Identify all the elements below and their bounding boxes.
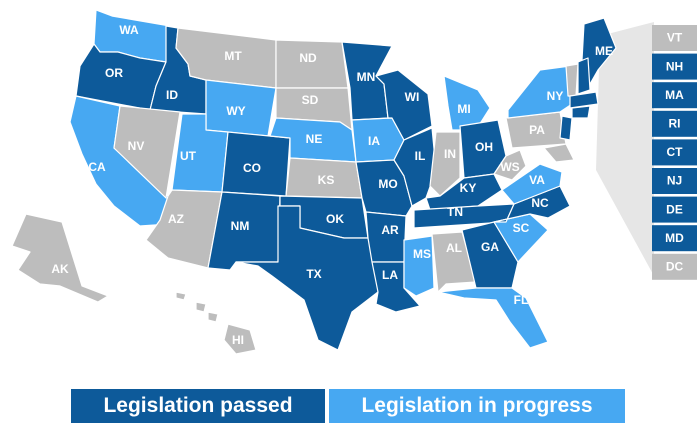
- state-label-ca: CA: [88, 160, 106, 174]
- state-label-va: VA: [529, 173, 545, 187]
- state-label-mo: MO: [378, 177, 397, 191]
- state-fl: [437, 287, 549, 349]
- state-label-nc: NC: [531, 196, 549, 210]
- northeast-box-label-nh: NH: [666, 59, 683, 73]
- hawaii-island-2: [195, 301, 207, 313]
- state-nc: [493, 185, 571, 223]
- state-label-id: ID: [166, 88, 178, 102]
- state-label-ok: OK: [326, 212, 344, 226]
- state-label-wi: WI: [405, 90, 420, 104]
- state-label-mt: MT: [224, 49, 242, 63]
- northeast-box-label-de: DE: [666, 202, 683, 216]
- state-label-ne: NE: [306, 132, 323, 146]
- state-label-ky: KY: [460, 181, 477, 195]
- state-label-co: CO: [243, 161, 261, 175]
- state-label-fl: FL: [514, 293, 529, 307]
- state-label-az: AZ: [168, 212, 184, 226]
- state-label-ar: AR: [381, 223, 399, 237]
- state-label-ga: GA: [481, 240, 499, 254]
- northeast-box-nj: [652, 168, 697, 194]
- state-label-pa: PA: [529, 123, 545, 137]
- northeast-small-state-ma: [569, 91, 599, 109]
- state-label-or: OR: [105, 66, 123, 80]
- state-label-il: IL: [415, 149, 426, 163]
- state-in: [429, 131, 461, 197]
- state-label-in: IN: [444, 147, 456, 161]
- northeast-box-label-dc: DC: [666, 259, 684, 273]
- state-label-tn: TN: [447, 205, 463, 219]
- northeast-box-dc: [652, 253, 697, 280]
- state-label-ny: NY: [547, 89, 564, 103]
- state-hi: [223, 323, 257, 355]
- state-label-sc: SC: [513, 221, 530, 235]
- northeast-box-label-vt: VT: [667, 31, 683, 45]
- state-il: [393, 127, 437, 207]
- northeast-box-md: [652, 225, 697, 252]
- northeast-box-ct: [652, 139, 697, 166]
- state-label-mi: MI: [457, 102, 470, 116]
- northeast-box-vt: [652, 25, 697, 51]
- northeast-box-nh: [652, 53, 697, 80]
- northeast-small-state-ct: [571, 105, 591, 119]
- state-label-hi: HI: [232, 333, 244, 347]
- state-label-la: LA: [382, 268, 398, 282]
- northeast-box-ma: [652, 82, 697, 109]
- state-label-ut: UT: [180, 149, 197, 163]
- state-ga: [461, 221, 519, 289]
- state-label-ms: MS: [413, 247, 431, 261]
- state-ms: [403, 235, 435, 297]
- northeast-small-state-md: [543, 143, 575, 163]
- northeast-box-de: [652, 196, 697, 223]
- state-label-ws: WS: [500, 160, 519, 174]
- northeast-box-ri: [652, 110, 697, 137]
- legend-in-progress: Legislation in progress: [329, 389, 625, 423]
- state-label-sd: SD: [302, 93, 319, 107]
- state-label-wa: WA: [119, 23, 139, 37]
- state-label-ak: AK: [51, 262, 69, 276]
- northeast-small-state-nj: [559, 115, 573, 141]
- northeast-box-label-ct: CT: [667, 145, 684, 159]
- hawaii-island-3: [207, 311, 219, 323]
- northeast-callout-wedge: [596, 22, 654, 276]
- state-va: [501, 163, 563, 205]
- state-label-tx: TX: [306, 267, 321, 281]
- state-label-nd: ND: [299, 51, 317, 65]
- state-label-wy: WY: [226, 104, 245, 118]
- northeast-small-state-vt: [565, 63, 579, 97]
- legend-in-progress-label: Legislation in progress: [361, 394, 593, 417]
- state-tx: [235, 205, 379, 351]
- northeast-box-label-md: MD: [665, 231, 684, 245]
- legend-passed-label: Legislation passed: [103, 394, 293, 417]
- northeast-box-label-ri: RI: [669, 116, 681, 130]
- state-label-nv: NV: [128, 139, 145, 153]
- state-ak: [11, 213, 109, 303]
- northeast-box-label-nj: NJ: [667, 174, 682, 188]
- state-label-al: AL: [446, 241, 462, 255]
- state-label-nm: NM: [231, 219, 250, 233]
- northeast-box-label-ma: MA: [665, 88, 684, 102]
- state-ws: [493, 149, 527, 181]
- state-label-oh: OH: [475, 140, 493, 154]
- northeast-small-state-nh: [577, 57, 591, 95]
- legend-passed: Legislation passed: [71, 389, 325, 423]
- state-label-ia: IA: [368, 134, 380, 148]
- state-nv: [113, 105, 181, 199]
- state-al: [431, 231, 477, 293]
- state-label-me: ME: [595, 44, 613, 58]
- state-label-ks: KS: [318, 173, 335, 187]
- state-label-mn: MN: [357, 70, 376, 84]
- hawaii-island-1: [175, 291, 187, 301]
